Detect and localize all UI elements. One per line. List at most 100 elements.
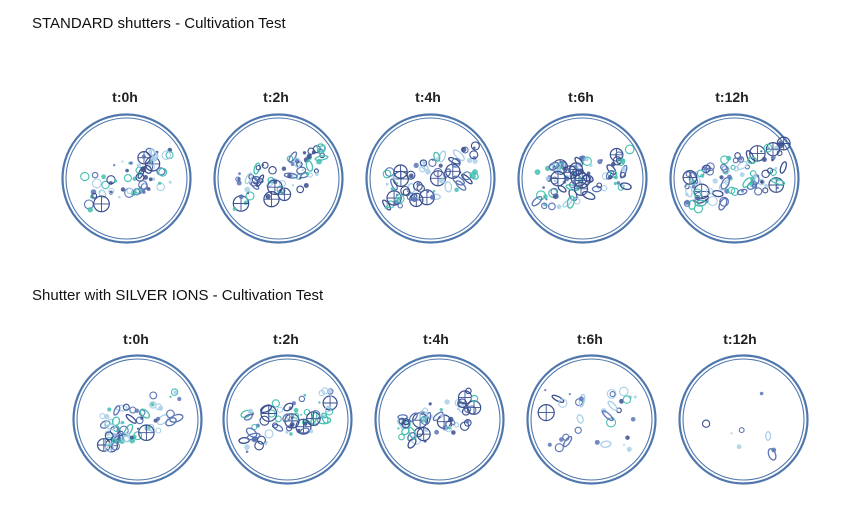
microbe: [558, 398, 568, 408]
microbe: [596, 182, 603, 189]
microbe: [448, 416, 454, 423]
microbe: [707, 195, 718, 207]
microbe: [551, 394, 565, 403]
microbe: [774, 167, 778, 170]
microbe: [457, 398, 467, 409]
microbe: [727, 174, 732, 180]
microbe: [696, 169, 705, 178]
microbe: [413, 162, 419, 168]
microbe: [300, 413, 303, 416]
microbe: [101, 180, 110, 190]
microbe: [534, 169, 541, 175]
microbe: [274, 415, 282, 423]
microbe: [400, 185, 410, 196]
microbe: [693, 204, 704, 214]
microbe: [453, 422, 460, 428]
microbe: [141, 189, 145, 193]
microbe: [734, 152, 741, 159]
microbe: [433, 151, 441, 162]
microbe: [150, 402, 155, 407]
microbe: [138, 424, 155, 441]
dish-rim: [72, 354, 203, 485]
microbe: [472, 158, 478, 164]
dish-rim: [61, 113, 192, 244]
microbe: [451, 157, 461, 168]
microbe: [739, 172, 745, 178]
dish-inner-rim: [65, 117, 188, 240]
microbe: [727, 186, 736, 195]
microbe: [121, 160, 124, 163]
microbe: [550, 171, 566, 186]
microbe: [430, 195, 435, 200]
microbe: [460, 146, 467, 153]
microbe: [419, 410, 428, 420]
microbe: [607, 400, 618, 412]
microbe: [321, 387, 329, 395]
microbe: [243, 200, 249, 206]
dish-inner-rim: [682, 358, 805, 481]
microbe: [247, 408, 254, 414]
microbe: [265, 193, 271, 200]
microbe: [153, 418, 158, 423]
microbe: [384, 205, 389, 210]
microbe: [594, 439, 600, 445]
microbe: [244, 172, 253, 185]
petri-dish-graphic: [678, 354, 809, 485]
microbe: [315, 172, 319, 176]
microbe: [310, 409, 321, 420]
microbe: [271, 422, 279, 429]
microbe: [761, 169, 770, 179]
microbe: [141, 154, 147, 159]
microbe: [158, 405, 164, 411]
microbe: [177, 396, 182, 402]
microbe: [597, 159, 603, 165]
microbe: [751, 183, 758, 189]
microbe: [719, 175, 724, 180]
microbe: [589, 163, 593, 167]
microbe: [395, 194, 405, 204]
microbe: [455, 180, 467, 191]
microbe: [125, 168, 129, 173]
microbe: [158, 167, 168, 177]
microbe: [428, 402, 432, 406]
microbe: [129, 161, 133, 165]
microbe: [104, 431, 114, 441]
microbe: [143, 164, 153, 174]
microbe: [750, 176, 756, 182]
microbe: [114, 179, 118, 183]
microbe: [251, 436, 258, 443]
microbe: [444, 399, 450, 405]
microbe: [461, 407, 470, 416]
microbe: [111, 438, 118, 444]
microbe: [303, 393, 307, 397]
microbe: [470, 141, 480, 151]
microbe: [120, 432, 131, 443]
microbe: [296, 166, 307, 175]
microbe: [281, 166, 287, 171]
microbe: [545, 198, 548, 201]
dish-inner-rim: [217, 117, 340, 240]
microbe: [303, 421, 308, 426]
petri-dish: [220, 352, 355, 487]
microbe: [169, 395, 172, 399]
microbe: [307, 147, 315, 155]
microbe: [305, 159, 314, 172]
microbe: [254, 440, 264, 451]
petri-dish: [59, 111, 194, 246]
microbe: [138, 180, 148, 190]
microbe: [738, 427, 745, 434]
microbe: [238, 194, 244, 200]
microbe: [323, 395, 338, 410]
time-label: t:0h: [123, 331, 149, 347]
microbe: [718, 197, 728, 211]
microbe: [247, 192, 250, 195]
petri-dish-graphic: [517, 113, 648, 244]
microbe: [139, 408, 151, 419]
microbe: [106, 442, 115, 451]
microbe: [778, 142, 784, 149]
microbe: [173, 390, 178, 395]
microbe: [427, 190, 430, 193]
microbe: [327, 388, 333, 394]
microbe: [416, 182, 421, 187]
microbe: [305, 172, 310, 176]
